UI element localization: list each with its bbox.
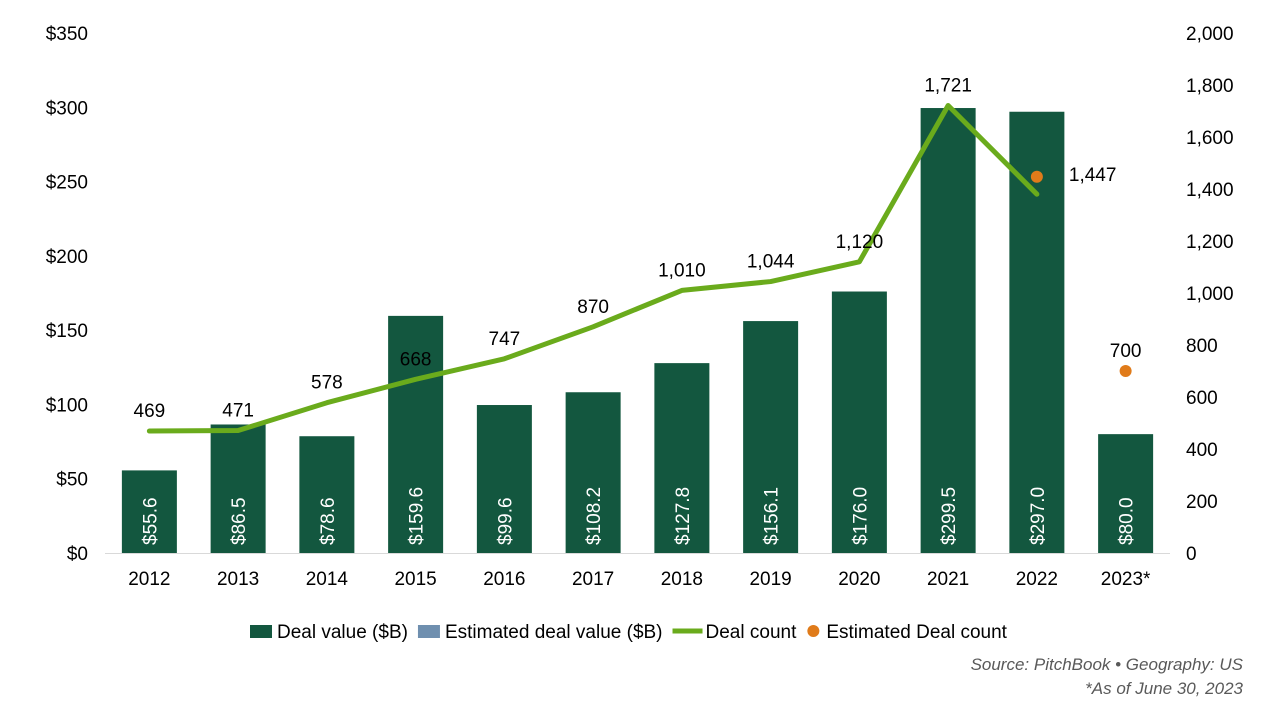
source-note: Source: PitchBook • Geography: US xyxy=(970,655,1243,674)
bar xyxy=(654,363,710,553)
deal-count-line xyxy=(146,103,1040,434)
bar-value-label: $299.5 xyxy=(939,487,960,545)
estimated-value-label: 1,447 xyxy=(1069,165,1117,186)
estimated-value-label: 700 xyxy=(1110,341,1142,362)
line-value-label: 578 xyxy=(311,373,343,394)
bar-value-label: $80.0 xyxy=(1117,497,1138,545)
bar-value-label: $55.6 xyxy=(140,497,161,545)
bar-value-label: $99.6 xyxy=(495,497,516,545)
bar xyxy=(299,436,355,553)
bar xyxy=(476,405,532,553)
as-of-note: *As of June 30, 2023 xyxy=(1085,679,1243,698)
line-value-label: 1,721 xyxy=(924,76,972,97)
legend-label: Deal count xyxy=(706,622,798,643)
bar xyxy=(1009,111,1065,553)
y-right-tick-label: 400 xyxy=(1186,440,1218,461)
legend-swatch xyxy=(807,625,820,637)
x-tick-label: 2013 xyxy=(217,569,259,590)
y-right-tick-label: 1,000 xyxy=(1186,284,1234,305)
line-value-label: 469 xyxy=(134,401,166,422)
legend-label: Estimated deal value ($B) xyxy=(445,622,663,643)
y-right-tick-label: 1,600 xyxy=(1186,128,1234,149)
line-value-label: 668 xyxy=(400,349,432,370)
bar-value-label: $297.0 xyxy=(1028,487,1049,545)
y-right-tick-label: 1,800 xyxy=(1186,76,1234,97)
line-value-label: 471 xyxy=(222,401,254,422)
estimated-point xyxy=(1119,365,1132,377)
x-tick-label: 2022 xyxy=(1016,569,1058,590)
bar-value-label: $127.8 xyxy=(673,487,694,545)
line-value-label: 1,120 xyxy=(836,232,884,253)
bar-value-label: $78.6 xyxy=(318,497,339,545)
x-tick-label: 2023* xyxy=(1101,569,1151,590)
bar-value-label: $86.5 xyxy=(229,497,250,545)
legend-label: Deal value ($B) xyxy=(277,622,408,643)
line-value-label: 870 xyxy=(577,297,609,318)
y-left-tick-label: $200 xyxy=(46,247,88,268)
y-left-tick-label: $50 xyxy=(56,470,88,491)
y-left-tick-label: $150 xyxy=(46,321,88,342)
line-value-label: 1,044 xyxy=(747,252,795,273)
x-tick-label: 2015 xyxy=(394,569,436,590)
x-tick-label: 2021 xyxy=(927,569,969,590)
y-right-tick-label: 1,400 xyxy=(1186,180,1234,201)
line-value-label: 1,010 xyxy=(658,260,706,281)
y-left-tick-label: $0 xyxy=(67,544,88,565)
bar xyxy=(210,424,266,553)
bar xyxy=(743,321,799,553)
x-tick-label: 2018 xyxy=(661,569,703,590)
estimated-point xyxy=(1030,170,1043,183)
bar xyxy=(565,392,621,553)
y-right-tick-label: 2,000 xyxy=(1186,24,1234,45)
bar xyxy=(388,315,444,553)
y-left-tick-label: $250 xyxy=(46,173,88,194)
y-left-tick-label: $350 xyxy=(46,24,88,45)
y-right-tick-label: 800 xyxy=(1186,336,1218,357)
x-tick-label: 2014 xyxy=(306,569,349,590)
y-right-tick-label: 0 xyxy=(1186,544,1197,565)
bar xyxy=(920,108,976,554)
x-tick-label: 2017 xyxy=(572,569,614,590)
legend-label: Estimated Deal count xyxy=(826,622,1007,643)
line-value-label: 747 xyxy=(489,329,521,350)
legend-swatch xyxy=(417,625,440,638)
y-right-tick-label: 1,200 xyxy=(1186,232,1234,253)
y-left-tick-label: $300 xyxy=(46,98,88,119)
x-tick-label: 2020 xyxy=(838,569,880,590)
bar xyxy=(121,470,177,553)
bar xyxy=(1098,434,1154,553)
y-left-tick-label: $100 xyxy=(46,395,88,416)
bar-value-label: $108.2 xyxy=(584,487,605,545)
bar xyxy=(831,291,887,553)
y-right-tick-label: 200 xyxy=(1186,492,1218,513)
legend-swatch xyxy=(250,625,272,638)
x-tick-label: 2016 xyxy=(483,569,525,590)
x-tick-label: 2019 xyxy=(749,569,791,590)
bar-value-label: $159.6 xyxy=(407,487,428,545)
y-right-tick-label: 600 xyxy=(1186,388,1218,409)
bar-value-label: $156.1 xyxy=(762,487,783,545)
x-tick-label: 2012 xyxy=(128,569,170,590)
bar-value-label: $176.0 xyxy=(850,487,871,545)
